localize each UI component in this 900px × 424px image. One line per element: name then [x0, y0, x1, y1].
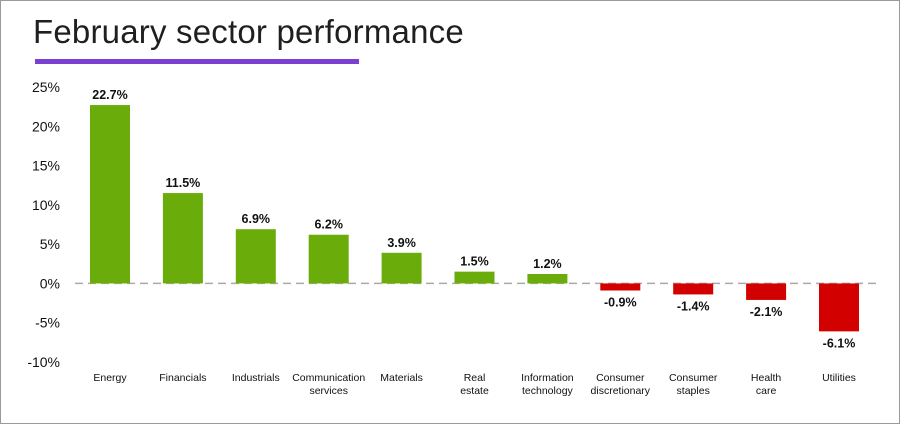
bar: [381, 252, 422, 284]
x-tick-label: Communication services: [292, 372, 365, 397]
data-label: 1.5%: [460, 255, 489, 269]
bar: [90, 105, 130, 284]
x-tick-label: Health care: [751, 372, 782, 397]
data-label: -1.4%: [677, 299, 710, 313]
data-label: -6.1%: [823, 336, 856, 350]
x-tick-label: Information technology: [521, 372, 574, 397]
data-label: 6.2%: [314, 218, 343, 232]
chart-title: February sector performance: [33, 13, 464, 50]
bar: [600, 283, 641, 291]
data-label: -2.1%: [750, 305, 783, 319]
bar: [162, 193, 203, 284]
y-tick-label: 0%: [40, 275, 60, 291]
x-axis: Energy Financials Industrials Communication…: [93, 372, 856, 397]
data-label: 6.9%: [242, 212, 271, 226]
y-tick-label: 10%: [32, 197, 60, 213]
data-labels: 22.7% 11.5% 6.9% 6.2% 3.9% 1.5% 1.2% -0.9% -1.4%…: [92, 88, 855, 350]
y-tick-label: 20%: [32, 118, 60, 134]
y-tick-label: -5%: [35, 315, 60, 331]
x-tick-label: Utilities: [822, 372, 856, 384]
bar: [308, 234, 349, 284]
x-tick-label: Real estate: [460, 372, 489, 397]
title-underline: [35, 59, 359, 64]
data-label: 1.2%: [533, 257, 562, 271]
bar: [746, 283, 787, 300]
bar: [673, 283, 714, 295]
data-label: -0.9%: [604, 296, 637, 310]
x-tick-label: Materials: [380, 372, 423, 384]
x-tick-label: Consumer discretionary: [591, 372, 651, 397]
bar: [235, 229, 276, 284]
y-tick-label: -10%: [27, 354, 60, 370]
y-tick-label: 15%: [32, 158, 60, 174]
x-tick-label: Industrials: [232, 372, 280, 384]
bar: [819, 283, 859, 332]
y-tick-label: 25%: [32, 79, 60, 95]
data-label: 3.9%: [387, 236, 416, 250]
bar: [527, 274, 568, 284]
x-tick-label: Energy: [93, 372, 127, 384]
data-label: 11.5%: [166, 176, 201, 190]
y-tick-label: 5%: [40, 236, 60, 252]
x-tick-label: Consumer staples: [669, 372, 718, 397]
bar: [454, 271, 495, 284]
x-tick-label: Financials: [159, 372, 206, 384]
data-label: 22.7%: [92, 88, 127, 102]
y-axis: 25% 20% 15% 10% 5% 0% -5% -10%: [27, 79, 60, 370]
bars: [90, 105, 859, 332]
